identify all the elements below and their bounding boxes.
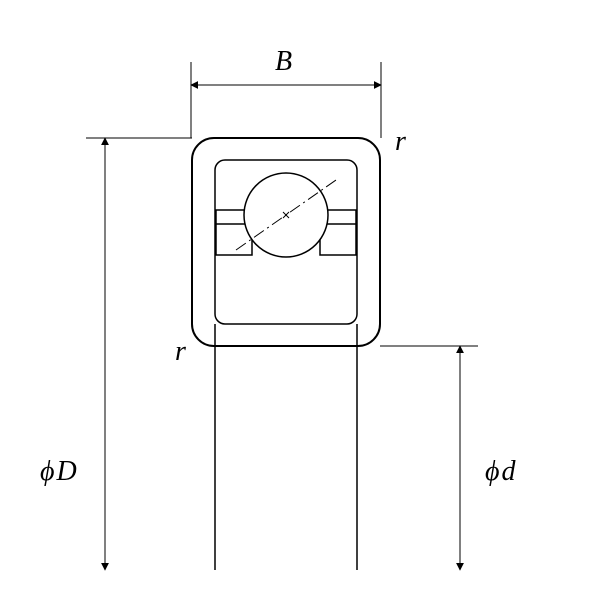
label-r-bottom: r xyxy=(175,336,186,367)
label-phid: ϕd xyxy=(485,456,517,487)
bearing-body xyxy=(192,138,380,346)
label-B: B xyxy=(275,46,292,77)
dim-d xyxy=(380,346,478,570)
phi-glyph-d: ϕ xyxy=(485,456,500,487)
phi-glyph-D: ϕ xyxy=(40,456,55,487)
label-phiD: ϕD xyxy=(40,456,77,487)
reference-verticals xyxy=(215,324,357,570)
bearing-cross-section-diagram: B ϕD ϕd r r xyxy=(0,0,600,600)
label-r-top: r xyxy=(395,126,406,157)
